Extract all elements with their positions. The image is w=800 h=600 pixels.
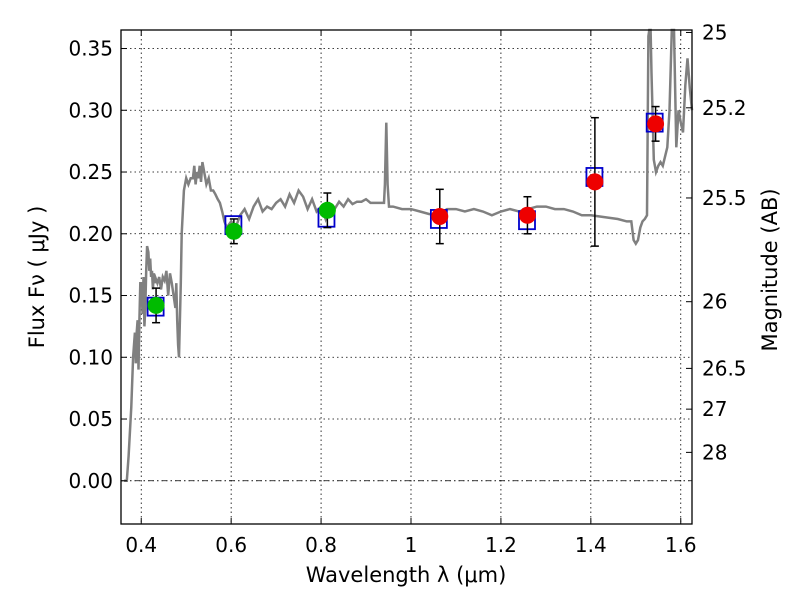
right-tick-label: 26	[702, 290, 727, 314]
right-tick-label: 28	[702, 440, 727, 464]
axis-ticks: 0.4 0.6 0.8 1 1.2 1.4 1.6 0.00 0.05 0.10 0.15 0.20 0…	[68, 20, 746, 557]
data-point	[518, 206, 536, 224]
model-spectrum-line	[124, 28, 694, 483]
grid-lines	[121, 30, 692, 524]
right-tick-label: 25	[702, 20, 727, 44]
right-tick-label: 25.5	[702, 186, 747, 210]
y-tick-label: 0.35	[68, 37, 113, 61]
x-tick-label: 1.4	[575, 533, 607, 557]
y-tick-label: 0.15	[68, 284, 113, 308]
y-tick-label: 0.00	[68, 469, 113, 493]
data-point	[431, 207, 449, 225]
y-tick-label: 0.10	[68, 345, 113, 369]
data-point	[147, 296, 165, 314]
x-axis-label: Wavelength λ (μm)	[306, 563, 507, 587]
x-tick-label: 0.6	[215, 533, 247, 557]
x-tick-label: 1	[405, 533, 418, 557]
y-axis-label: Flux Fν ( μJy )	[25, 206, 49, 349]
right-axis-label: Magnitude (AB)	[758, 188, 782, 351]
y-tick-label: 0.20	[68, 222, 113, 246]
right-tick-label: 27	[702, 397, 727, 421]
right-tick-label: 26.5	[702, 356, 747, 380]
data-point	[647, 115, 665, 133]
x-tick-label: 0.4	[125, 533, 157, 557]
y-tick-label: 0.05	[68, 407, 113, 431]
y-tick-label: 0.25	[68, 160, 113, 184]
x-tick-label: 1.6	[665, 533, 697, 557]
data-point	[225, 222, 243, 240]
data-point	[586, 173, 604, 191]
plot-frame	[120, 29, 693, 525]
observed-points	[147, 115, 665, 314]
x-tick-label: 0.8	[305, 533, 337, 557]
data-point	[318, 201, 336, 219]
y-tick-label: 0.30	[68, 98, 113, 122]
right-tick-label: 25.2	[702, 96, 747, 120]
x-tick-label: 1.2	[485, 533, 517, 557]
